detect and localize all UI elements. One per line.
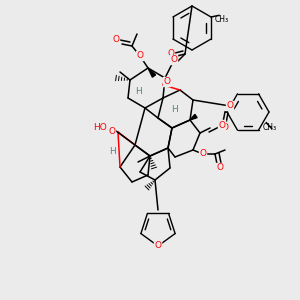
Text: O: O: [164, 77, 170, 86]
Text: HO: HO: [93, 124, 107, 133]
Text: O: O: [136, 52, 143, 61]
Text: O: O: [112, 35, 119, 44]
Text: O: O: [226, 101, 233, 110]
Text: O: O: [109, 128, 116, 136]
Text: H: H: [109, 148, 116, 157]
Text: O: O: [167, 50, 175, 58]
Text: O: O: [221, 122, 229, 131]
Text: O: O: [217, 164, 224, 172]
Text: O: O: [170, 56, 178, 64]
Text: O: O: [218, 121, 226, 130]
Text: H: H: [172, 106, 178, 115]
Text: H: H: [135, 88, 141, 97]
Polygon shape: [190, 114, 197, 120]
Text: O: O: [200, 149, 206, 158]
Polygon shape: [148, 68, 156, 77]
Text: CH₃: CH₃: [263, 124, 277, 133]
Text: CH₃: CH₃: [215, 16, 229, 25]
Text: O: O: [154, 242, 161, 250]
